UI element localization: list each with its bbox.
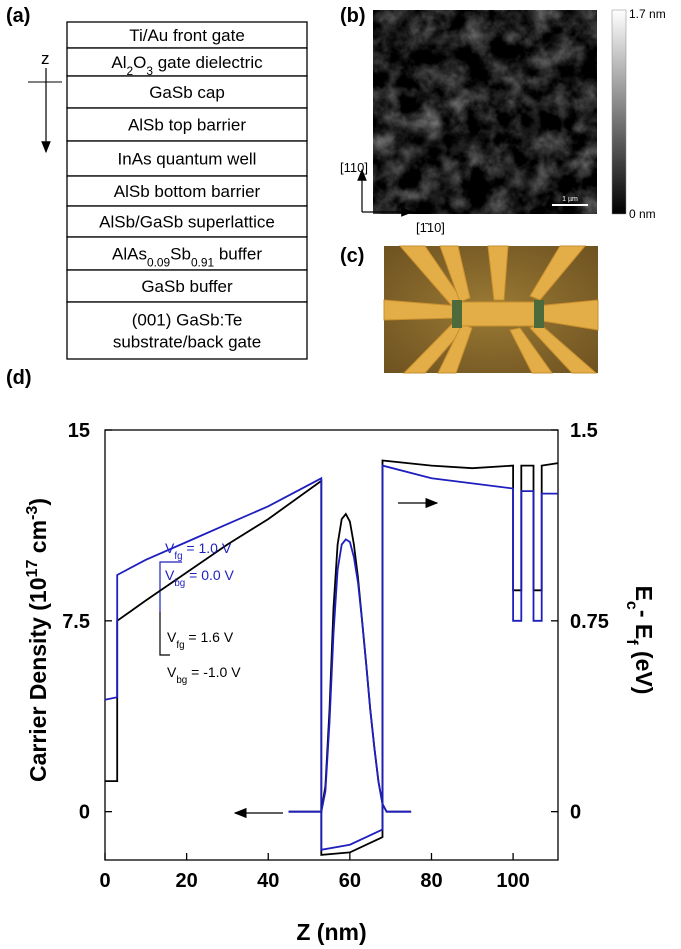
text-part: = -1.0 V [187,664,241,680]
figure: (a)(b)(c)(d)zTi/Au front gateAl2O3 gate … [0,0,681,949]
text-part: Sb [170,245,191,264]
panel-label: (c) [340,245,364,267]
y-tick-label: 15 [68,420,90,442]
device-image [384,246,598,373]
layer-label: GaSb buffer [141,277,233,296]
x-tick-label: 60 [339,870,361,892]
text-part: fg [174,551,182,562]
text-part: buffer [214,245,262,264]
text-part: fg [176,640,184,651]
text-part: Al [111,53,126,72]
x-tick-label: 20 [175,870,197,892]
colorbar-label: 1.7 nm [629,7,666,21]
x-axis-title: Z (nm) [296,919,366,945]
layer-label: AlSb bottom barrier [114,182,261,201]
x-tick-label: 80 [420,870,442,892]
layer-label: (001) GaSb:Te [132,311,243,330]
layer-label: GaSb cap [149,83,225,102]
y2-tick-label: 0.75 [570,611,609,633]
y2-axis-title: Ec- Ef (eV) [623,586,657,695]
text-part: AlSb/GaSb superlattice [99,213,275,232]
text-part: c [623,601,641,610]
series-line [289,514,412,812]
text-part: bg [174,578,185,589]
y-tick-label: 7.5 [62,611,90,633]
layer-label: Ti/Au front gate [129,26,245,45]
text-part: gate dielectric [153,53,263,72]
y-axis-title: Carrier Density (1017 cm-3) [23,498,51,782]
annotation: Vfg = 1.0 V [165,540,232,562]
text-part: 0.91 [191,256,215,270]
layer-label: InAs quantum well [118,150,257,169]
y2-tick-label: 1.5 [570,420,598,442]
text-part: Z (nm) [296,919,366,945]
x-tick-label: 100 [496,870,529,892]
layer-label: substrate/back gate [113,333,261,352]
panel-label: (a) [6,5,30,27]
annotation: Vfg = 1.6 V [167,629,234,651]
text-part: Ti/Au front gate [129,26,245,45]
text-part: GaSb buffer [141,277,233,296]
text-part: AlAs [112,245,147,264]
colorbar [612,10,626,214]
text-part: O [133,53,146,72]
axis-direction: [1̄10] [416,220,445,235]
text-part: - E [631,610,657,639]
x-tick-label: 0 [99,870,110,892]
text-part: 0.09 [147,256,171,270]
text-part: GaSb cap [149,83,225,102]
y2-tick-label: 0 [570,802,581,824]
afm-texture [373,10,597,214]
text-part: AlSb bottom barrier [114,182,261,201]
colorbar-label: 0 nm [629,207,656,221]
text-part: E [631,586,657,601]
text-part: 17 [23,560,41,578]
text-part: InAs quantum well [118,150,257,169]
series-line [289,539,412,811]
text-part: Carrier Density (10 [25,577,51,782]
layer-label: AlSb top barrier [128,116,246,135]
text-part: AlSb top barrier [128,116,246,135]
text-part: = 1.6 V [185,629,234,645]
x-tick-label: 40 [257,870,279,892]
text-part: bg [176,675,187,686]
text-part: ) [25,498,51,506]
panel-label: (b) [340,5,366,27]
text-part: = 1.0 V [183,540,232,556]
text-part: = 0.0 V [185,567,234,583]
annotation: Vbg = 0.0 V [165,567,235,589]
text-part: cm [25,520,51,560]
annotation: Vbg = -1.0 V [167,664,241,686]
z-label: z [41,49,50,68]
axis-direction: [110] [340,160,368,175]
text-part: (eV) [631,645,657,695]
scale-label: 1 µm [562,196,578,203]
layer-label: AlSb/GaSb superlattice [99,213,275,232]
panel-label: (d) [6,367,32,389]
text-part: -3 [23,506,41,520]
y-tick-label: 0 [79,802,90,824]
